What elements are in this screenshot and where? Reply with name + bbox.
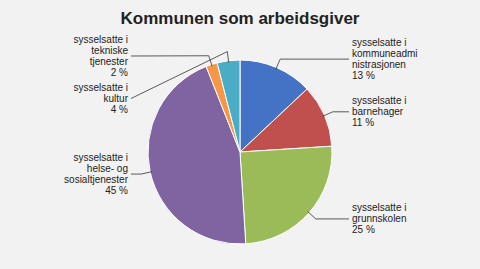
slice-label: sysselsatte iteknisketjenester2 % (74, 34, 129, 78)
pie-slice (240, 146, 332, 244)
leader-line (308, 212, 349, 219)
pie-slice (240, 89, 332, 152)
leader-line (323, 112, 349, 116)
pie-slice (217, 60, 240, 152)
slices (148, 60, 332, 244)
title: Kommunen som arbeidsgiver (120, 9, 359, 28)
slice-label: sysselsatte ikultur4 % (74, 82, 129, 115)
labels: sysselsatte ikommuneadministrasjonen13 %… (64, 34, 418, 235)
leader-line (131, 52, 229, 99)
slice-label: sysselsatte ikommuneadministrasjonen13 % (352, 37, 418, 81)
slice-label: sysselsatte ihelse- ogsosialtjenester45 … (64, 152, 129, 196)
slice-label: sysselsatte igrunnskolen25 % (352, 202, 406, 235)
slice-label: sysselsatte ibarnehager11 % (352, 95, 406, 128)
chart-container: Kommunen som arbeidsgiver sysselsatte iko… (0, 0, 480, 269)
leader-line (131, 172, 152, 174)
chart: Kommunen som arbeidsgiver sysselsatte iko… (0, 0, 480, 269)
leader-line (276, 59, 349, 69)
